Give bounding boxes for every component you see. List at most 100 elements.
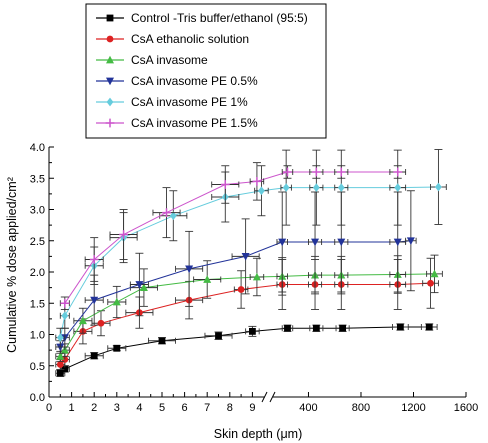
data-point xyxy=(119,230,128,239)
data-point xyxy=(396,323,404,331)
plot-area xyxy=(55,149,447,377)
legend-swatch-marker xyxy=(106,35,114,43)
data-point xyxy=(311,238,320,247)
data-point xyxy=(203,275,212,283)
legend-item: CsA invasome PE 1% xyxy=(96,95,248,109)
legend-item: Control -Tris buffer/ethanol (95:5) xyxy=(96,11,308,25)
x-tick-label: 1200 xyxy=(401,402,425,414)
data-point xyxy=(185,265,194,274)
x-tick-label: 5 xyxy=(159,402,165,414)
legend-box xyxy=(85,3,327,139)
x-tick-label: 8 xyxy=(227,402,233,414)
data-point xyxy=(89,255,99,264)
data-point xyxy=(258,186,265,196)
legend-label: Control -Tris buffer/ethanol (95:5) xyxy=(131,11,308,25)
data-point xyxy=(169,211,177,221)
series-6 xyxy=(59,162,407,310)
legend-swatch-marker xyxy=(105,118,115,128)
data-point xyxy=(427,279,434,287)
data-point xyxy=(393,238,402,247)
data-point xyxy=(56,352,65,360)
data-point xyxy=(339,324,347,332)
legend-label: CsA ethanolic solution xyxy=(131,32,249,46)
data-point xyxy=(113,344,121,352)
data-point xyxy=(241,252,250,261)
y-tick-label: 4.0 xyxy=(30,142,45,154)
x-tick-label: 0 xyxy=(46,402,52,414)
data-point xyxy=(112,297,121,306)
data-point xyxy=(283,167,292,177)
legend-item: CsA invasome PE 0.5% xyxy=(96,74,258,88)
data-point xyxy=(162,208,171,218)
series-line xyxy=(64,171,398,304)
series-5 xyxy=(55,149,447,348)
y-tick-label: 3.5 xyxy=(30,173,45,185)
data-point xyxy=(336,167,346,177)
series-line xyxy=(59,282,431,365)
data-point xyxy=(406,237,415,245)
data-point xyxy=(220,180,230,189)
series-1 xyxy=(55,323,438,377)
x-tick-label: 3 xyxy=(114,402,120,414)
data-point xyxy=(337,238,346,247)
data-point xyxy=(78,316,87,325)
data-point xyxy=(135,281,144,289)
data-point xyxy=(312,183,320,193)
x-tick-label: 4 xyxy=(136,402,142,414)
series-line xyxy=(59,186,439,338)
data-point xyxy=(425,323,433,331)
legend-item: CsA invasome PE 1.5% xyxy=(96,116,258,130)
data-point xyxy=(90,352,98,360)
data-point xyxy=(312,324,320,332)
data-point xyxy=(56,361,64,368)
data-point xyxy=(278,238,287,247)
x-axis-label: Skin depth (μm) xyxy=(214,427,302,441)
data-point xyxy=(284,324,291,332)
axes: 0.0 0.5 1.0 1.5 2.0 2.5 3.0 3.5 4.0 0 1 2 3 4 5 6 7 8 9 400… xyxy=(30,142,479,414)
x-tick-label: 800 xyxy=(352,402,370,414)
data-point xyxy=(249,327,256,335)
x-tick-label: 2 xyxy=(91,402,97,414)
x-tick-label: 6 xyxy=(182,402,188,414)
series-4 xyxy=(55,190,417,354)
legend-swatch-marker xyxy=(106,14,114,22)
data-point xyxy=(90,296,99,305)
data-point xyxy=(139,283,148,292)
series-line xyxy=(59,273,435,357)
y-tick-label: 1.0 xyxy=(30,330,45,342)
x-tick-label: 400 xyxy=(299,402,317,414)
data-point xyxy=(435,182,442,192)
series-line xyxy=(59,326,430,374)
legend-label: CsA invasome PE 1.5% xyxy=(131,116,258,130)
data-point xyxy=(430,269,439,278)
data-point xyxy=(158,337,166,345)
y-tick-label: 0.5 xyxy=(30,361,45,373)
legend-label: CsA invasome PE 0.5% xyxy=(131,74,258,88)
y-tick-label: 3.0 xyxy=(30,205,45,217)
data-point xyxy=(282,183,290,193)
x-tick-label: 1 xyxy=(69,402,75,414)
data-point xyxy=(237,286,245,293)
y-tick-label: 0.0 xyxy=(30,392,45,404)
y-axis-label: Cumulative % dose applied/cm² xyxy=(5,177,19,353)
data-point xyxy=(56,369,64,377)
legend-item: CsA invasome xyxy=(96,53,208,67)
data-point xyxy=(311,167,321,177)
legend-swatch-marker xyxy=(106,77,114,86)
data-point xyxy=(215,332,222,340)
data-point xyxy=(61,365,69,373)
y-tick-label: 2.0 xyxy=(30,267,45,279)
data-point xyxy=(97,319,105,327)
data-point xyxy=(60,298,70,308)
legend-label: CsA invasome PE 1% xyxy=(131,95,248,109)
data-point xyxy=(252,272,261,281)
x-tick-label: 9 xyxy=(249,402,255,414)
legend-item: CsA ethanolic solution xyxy=(96,32,249,46)
data-point xyxy=(337,183,345,193)
data-point xyxy=(252,176,262,186)
y-tick-label: 2.5 xyxy=(30,236,45,248)
legend-swatch-marker xyxy=(106,97,114,107)
legend-label: CsA invasome xyxy=(131,53,208,67)
y-tick-label: 1.5 xyxy=(30,298,45,310)
